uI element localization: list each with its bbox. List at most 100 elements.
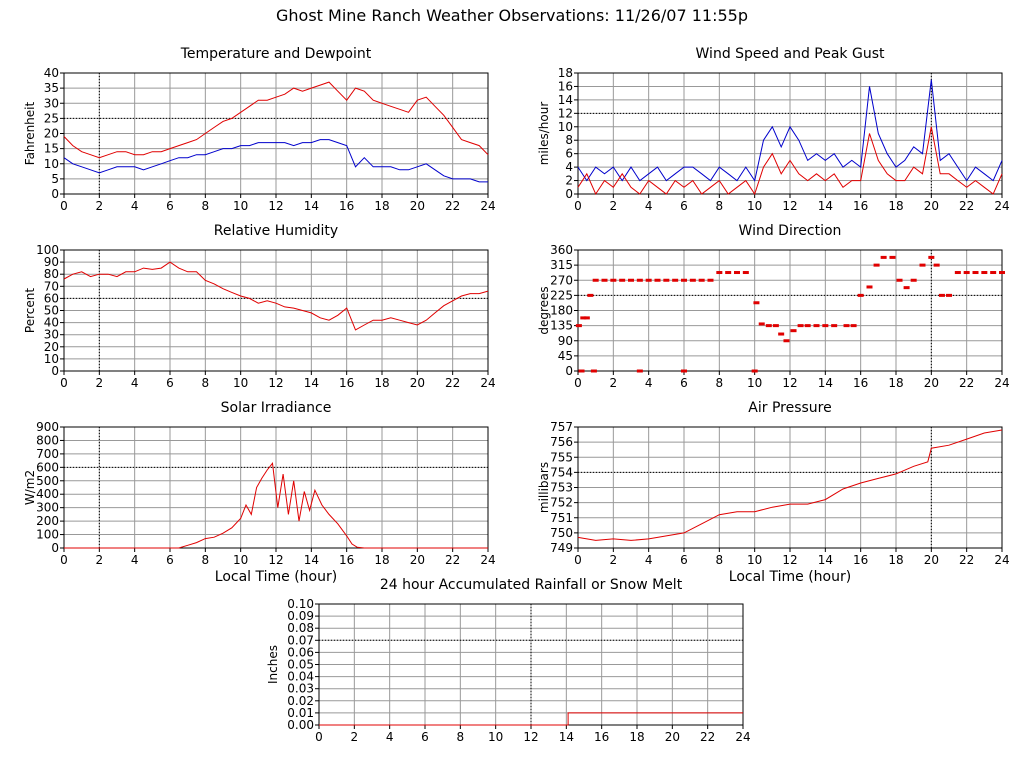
temp-ytick-label: 5	[51, 172, 59, 186]
wdir-ytick-label: 45	[558, 349, 573, 363]
wdir-point	[896, 278, 903, 282]
rh-ytick-label: 10	[44, 352, 59, 366]
temp-chart: Temperature and Dewpoint0510152025303540…	[23, 46, 496, 213]
rain-ytick-label: 0.09	[287, 609, 314, 623]
rain-xtick-label: 10	[488, 730, 503, 744]
wdir-xtick-label: 10	[747, 376, 762, 390]
solar-xtick-label: 24	[480, 553, 495, 567]
wind-xtick-label: 24	[994, 199, 1009, 213]
rh-ylabel: Percent	[23, 288, 37, 333]
wdir-ytick-label: 0	[565, 364, 573, 378]
temp-xtick-label: 10	[233, 199, 248, 213]
wdir-point	[813, 324, 820, 328]
rain-title: 24 hour Accumulated Rainfall or Snow Mel…	[380, 577, 683, 593]
wdir-point	[938, 293, 945, 297]
pressure-ytick-label: 754	[550, 465, 573, 479]
solar-ytick-label: 500	[36, 474, 59, 488]
rain-xtick-label: 14	[559, 730, 574, 744]
wdir-point	[592, 278, 599, 282]
temp-series-1	[63, 139, 488, 183]
rh-series-0	[63, 261, 489, 331]
wdir-point	[628, 278, 634, 282]
wdir-point	[578, 369, 585, 373]
temp-xtick-label: 18	[374, 199, 389, 213]
wind-xtick-label: 18	[888, 199, 903, 213]
wind-xtick-label: 8	[716, 199, 724, 213]
rain-ytick-label: 0.04	[287, 670, 314, 684]
rain-ytick-label: 0.07	[287, 633, 314, 647]
rh-xtick-label: 14	[304, 376, 319, 390]
rain-ytick-label: 0.01	[287, 706, 314, 720]
wdir-point	[681, 278, 687, 282]
rh-xtick-label: 24	[480, 376, 495, 390]
wind-xtick-label: 16	[853, 199, 868, 213]
rh-xtick-label: 16	[339, 376, 354, 390]
wdir-point	[954, 271, 961, 275]
pressure-xtick-label: 10	[747, 553, 762, 567]
wdir-point	[758, 322, 765, 326]
wind-xtick-label: 10	[747, 199, 762, 213]
rh-xtick-label: 4	[131, 376, 139, 390]
wdir-point	[933, 263, 940, 267]
pressure-ytick-label: 756	[550, 435, 573, 449]
rh-xtick-label: 10	[233, 376, 248, 390]
wdir-xtick-label: 4	[645, 376, 653, 390]
pressure-xtick-label: 4	[645, 553, 653, 567]
temp-ytick-label: 10	[44, 157, 59, 171]
rh-ytick-label: 0	[51, 364, 59, 378]
wdir-point	[742, 271, 749, 275]
wdir-point	[734, 271, 740, 275]
wdir-point	[797, 324, 804, 328]
temp-frame	[63, 72, 489, 195]
wdir-point	[999, 271, 1005, 275]
wdir-point	[765, 324, 772, 328]
pressure-xtick-label: 18	[888, 553, 903, 567]
wdir-point	[663, 278, 670, 282]
rain-series-0	[319, 712, 743, 726]
rh-xtick-label: 18	[374, 376, 389, 390]
pressure-xtick-label: 6	[680, 553, 688, 567]
temp-series-0	[63, 81, 489, 159]
temp-ytick-label: 15	[44, 142, 59, 156]
rh-xtick-label: 12	[268, 376, 283, 390]
solar-chart: Solar Irradiance010020030040050060070080…	[23, 400, 496, 585]
pressure-xlabel: Local Time (hour)	[729, 569, 851, 585]
wdir-xtick-label: 24	[994, 376, 1009, 390]
wdir-point	[610, 278, 617, 282]
rain-ytick-label: 0.00	[287, 718, 314, 732]
rh-xtick-label: 0	[60, 376, 68, 390]
solar-xtick-label: 12	[268, 553, 283, 567]
rain-xtick-label: 22	[700, 730, 715, 744]
rh-ytick-label: 90	[44, 255, 59, 269]
wdir-point	[672, 278, 679, 282]
temp-xtick-label: 6	[166, 199, 174, 213]
temp-ytick-label: 0	[51, 187, 59, 201]
wdir-point	[910, 278, 917, 282]
solar-title: Solar Irradiance	[221, 400, 332, 416]
solar-xtick-label: 0	[60, 553, 68, 567]
temp-xtick-label: 22	[445, 199, 460, 213]
wind-ylabel: miles/hour	[537, 102, 551, 166]
rh-ytick-label: 40	[44, 316, 59, 330]
wind-xtick-label: 12	[782, 199, 797, 213]
wind-ytick-label: 12	[558, 106, 573, 120]
temp-xtick-label: 8	[202, 199, 210, 213]
wdir-xtick-label: 2	[610, 376, 618, 390]
pressure-ytick-label: 752	[550, 496, 573, 510]
solar-ytick-label: 200	[36, 514, 59, 528]
wdir-point	[689, 278, 696, 282]
rh-title: Relative Humidity	[214, 223, 338, 239]
temp-ytick-label: 40	[44, 66, 59, 80]
solar-xtick-label: 4	[131, 553, 139, 567]
rain-ytick-label: 0.06	[287, 645, 314, 659]
solar-frame	[63, 426, 489, 549]
wind-ytick-label: 0	[565, 187, 573, 201]
page-title: Ghost Mine Ranch Weather Observations: 1…	[276, 6, 748, 25]
wdir-point	[946, 293, 952, 297]
wdir-point	[601, 278, 608, 282]
temp-ytick-label: 30	[44, 96, 59, 110]
wdir-point	[583, 316, 590, 320]
wdir-point	[580, 316, 587, 320]
wind-ytick-label: 18	[558, 66, 573, 80]
